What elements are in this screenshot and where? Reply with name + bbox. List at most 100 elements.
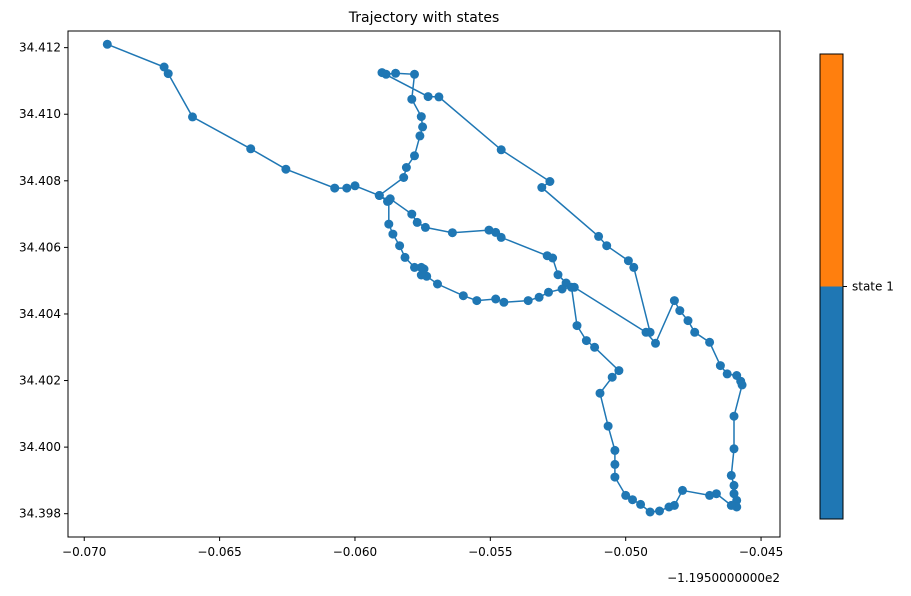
- colorbar-segment: [820, 286, 843, 519]
- trajectory-point: [410, 262, 419, 272]
- trajectory-point: [594, 231, 604, 241]
- trajectory-point: [491, 294, 501, 304]
- trajectory-point: [567, 282, 576, 292]
- trajectory-point: [544, 287, 553, 297]
- trajectory-point: [715, 361, 725, 371]
- trajectory-point: [623, 256, 633, 266]
- x-tick-label: −0.045: [739, 545, 783, 559]
- y-tick-label: 34.398: [19, 507, 61, 521]
- trajectory-point: [683, 316, 693, 326]
- trajectory-point: [729, 444, 739, 454]
- trajectory-point: [423, 92, 433, 102]
- trajectory-point: [729, 480, 739, 490]
- trajectory-point: [607, 372, 617, 382]
- trajectory-point: [377, 68, 387, 78]
- y-tick-label: 34.408: [19, 174, 61, 188]
- trajectory-point: [705, 490, 715, 500]
- y-tick-label: 34.412: [19, 41, 61, 55]
- trajectory-point: [610, 459, 620, 469]
- trajectory-point: [472, 296, 482, 306]
- trajectory-point: [729, 411, 739, 421]
- y-tick-label: 34.402: [19, 374, 61, 388]
- trajectory-point: [655, 506, 664, 516]
- trajectory-point: [281, 164, 291, 174]
- trajectory-point: [534, 292, 544, 302]
- y-tick-label: 34.404: [19, 307, 61, 321]
- trajectory-point: [664, 502, 674, 512]
- trajectory-point: [590, 342, 600, 352]
- trajectory-point: [610, 472, 620, 482]
- trajectory-point: [636, 499, 646, 509]
- trajectory-point: [188, 112, 197, 122]
- trajectory-point: [330, 183, 340, 193]
- chart-title: Trajectory with states: [348, 10, 500, 26]
- trajectory-point: [629, 262, 639, 272]
- colorbar: state 1: [819, 53, 894, 520]
- trajectory-point: [350, 181, 360, 191]
- trajectory-point: [678, 485, 687, 495]
- x-axis-offset-label: −1.1950000000e2: [667, 571, 780, 585]
- trajectory-point: [614, 366, 624, 376]
- x-tick-label: −0.070: [62, 545, 106, 559]
- x-tick-label: −0.060: [333, 545, 377, 559]
- trajectory-point: [651, 338, 660, 348]
- trajectory-point: [416, 112, 426, 122]
- trajectory-point: [595, 388, 605, 398]
- trajectory-point: [410, 69, 419, 79]
- trajectory-point: [603, 421, 613, 431]
- trajectory-point: [523, 296, 533, 306]
- y-tick-label: 34.400: [19, 440, 61, 454]
- trajectory-point: [420, 222, 430, 232]
- x-tick-label: −0.050: [603, 545, 647, 559]
- trajectory-point: [384, 219, 394, 229]
- colorbar-tick-label: state 1: [852, 280, 894, 294]
- colorbar-segment: [820, 54, 843, 287]
- y-axis: 34.398 34.400 34.402 34.404 34.406 34.408 34.4…: [19, 41, 68, 521]
- trajectory-point: [418, 122, 428, 132]
- trajectory-point: [395, 241, 405, 251]
- trajectory-point: [407, 209, 417, 219]
- trajectory-point: [499, 297, 509, 307]
- trajectory-point: [410, 151, 419, 161]
- trajectory-point: [610, 445, 620, 455]
- trajectory-point: [416, 262, 426, 272]
- trajectory-point: [447, 228, 457, 238]
- trajectory-point: [102, 39, 112, 49]
- trajectory-point: [711, 489, 721, 499]
- trajectory-point: [726, 500, 736, 510]
- trajectory-point: [581, 336, 591, 346]
- x-axis: −0.070 −0.065 −0.060 −0.055 −0.050 −0.045: [62, 537, 783, 559]
- trajectory-point: [669, 296, 679, 306]
- trajectory-point: [415, 131, 425, 141]
- trajectory-point: [374, 191, 384, 200]
- trajectory-point: [621, 490, 631, 500]
- trajectory-point: [246, 144, 256, 154]
- x-tick-label: −0.055: [468, 545, 512, 559]
- trajectory-point: [722, 369, 732, 379]
- y-tick-label: 34.410: [19, 107, 61, 121]
- trajectory-point: [572, 321, 582, 331]
- plot-area: [102, 39, 747, 517]
- trajectory-point: [342, 183, 352, 193]
- trajectory-point: [400, 252, 410, 262]
- trajectory-point: [433, 279, 442, 289]
- trajectory-point: [645, 327, 655, 337]
- trajectory-point: [159, 62, 169, 72]
- trajectory-point: [675, 306, 685, 316]
- trajectory-point: [553, 270, 563, 280]
- trajectory-point: [496, 145, 506, 155]
- axes-frame: [67, 30, 781, 538]
- y-tick-label: 34.406: [19, 240, 61, 254]
- trajectory-point: [737, 380, 747, 390]
- trajectory-point: [645, 507, 655, 517]
- trajectory-point: [537, 183, 547, 192]
- trajectory-point: [384, 196, 394, 206]
- trajectory-point: [391, 68, 401, 78]
- trajectory-point: [545, 177, 555, 186]
- trajectory-point: [163, 69, 173, 79]
- trajectory-point: [557, 284, 567, 294]
- trajectory-point: [407, 94, 417, 104]
- trajectory-point: [401, 163, 411, 172]
- trajectory-point: [628, 495, 637, 505]
